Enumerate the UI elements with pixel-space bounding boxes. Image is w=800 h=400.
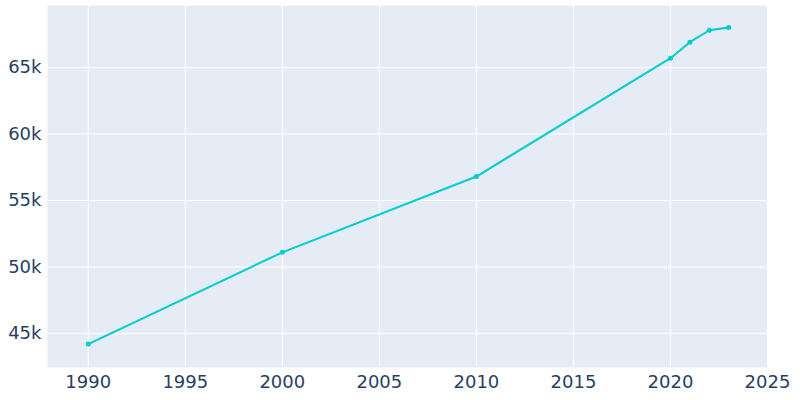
svg-text:50k: 50k xyxy=(8,256,42,277)
svg-text:2000: 2000 xyxy=(259,371,305,392)
svg-text:2020: 2020 xyxy=(648,371,694,392)
svg-text:1990: 1990 xyxy=(65,371,111,392)
svg-text:2010: 2010 xyxy=(453,371,499,392)
svg-text:2025: 2025 xyxy=(745,371,791,392)
svg-text:55k: 55k xyxy=(8,189,42,210)
svg-text:1995: 1995 xyxy=(162,371,208,392)
svg-text:45k: 45k xyxy=(8,322,42,343)
svg-text:65k: 65k xyxy=(8,56,42,77)
svg-text:2015: 2015 xyxy=(551,371,597,392)
svg-text:60k: 60k xyxy=(8,123,42,144)
svg-text:2005: 2005 xyxy=(356,371,402,392)
